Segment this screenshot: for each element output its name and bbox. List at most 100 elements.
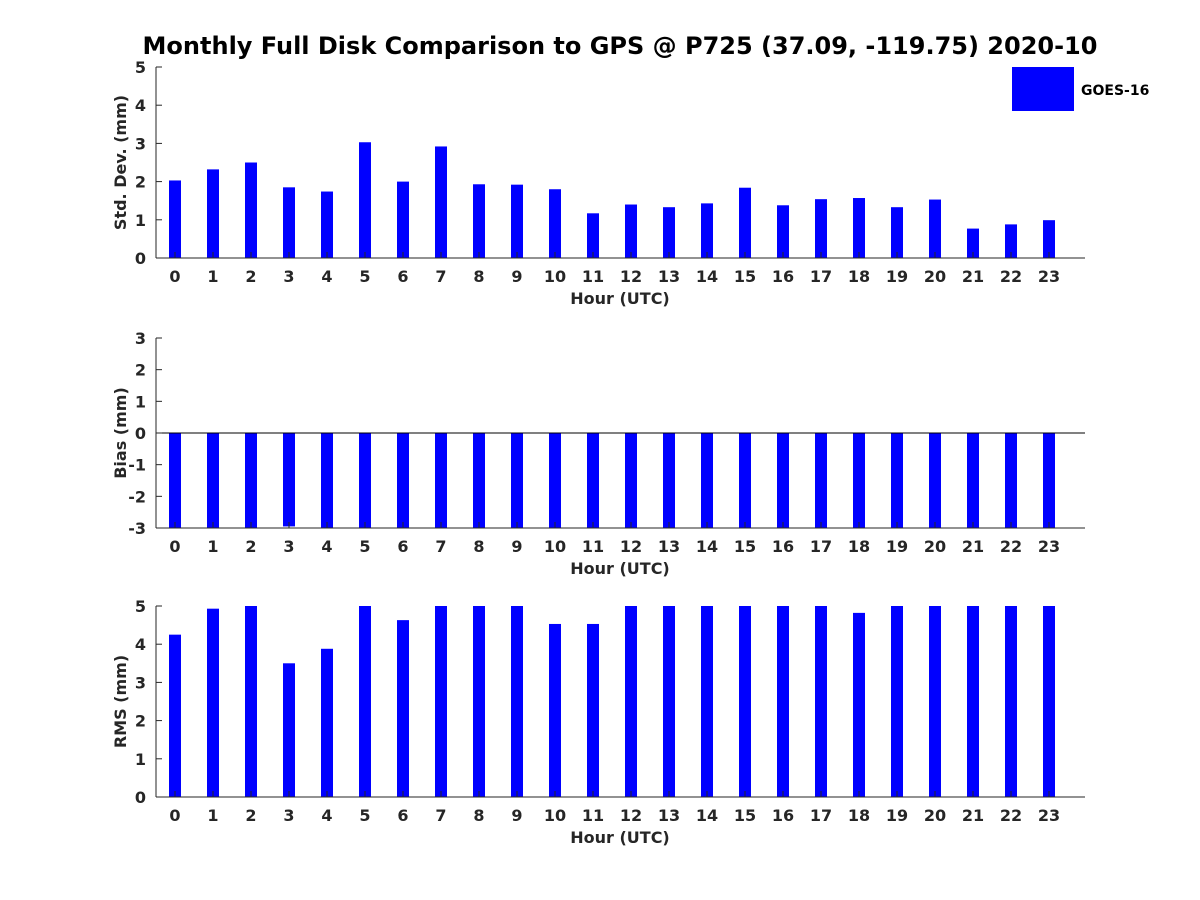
x-tick-label: 0 [169, 537, 180, 556]
bar-hour-15 [739, 187, 751, 258]
x-tick-label: 23 [1038, 267, 1060, 286]
x-tick-label: 16 [772, 537, 794, 556]
x-tick-label: 5 [359, 806, 370, 825]
x-tick-label: 6 [397, 537, 408, 556]
bar-hour-22 [1005, 606, 1017, 797]
bar-hour-4 [321, 433, 333, 528]
y-axis-label: Std. Dev. (mm) [111, 95, 130, 230]
x-tick-label: 14 [696, 267, 718, 286]
x-tick-label: 19 [886, 537, 908, 556]
y-tick-label: 5 [135, 597, 146, 616]
y-tick-label: 0 [135, 424, 146, 443]
bar-hour-23 [1043, 433, 1055, 528]
x-tick-label: 2 [245, 267, 256, 286]
y-tick-label: 0 [135, 788, 146, 807]
x-tick-label: 6 [397, 267, 408, 286]
legend: GOES-16 [1012, 67, 1149, 111]
x-tick-label: 0 [169, 806, 180, 825]
x-tick-label: 9 [511, 537, 522, 556]
bar-hour-2 [245, 162, 257, 258]
bar-hour-21 [967, 433, 979, 528]
bar-hour-0 [169, 634, 181, 797]
bar-hour-22 [1005, 433, 1017, 528]
bar-hour-10 [549, 433, 561, 528]
y-tick-label: -3 [128, 519, 146, 538]
bar-hour-20 [929, 433, 941, 528]
y-tick-label: -1 [128, 456, 146, 475]
x-tick-label: 22 [1000, 267, 1022, 286]
x-tick-label: 22 [1000, 806, 1022, 825]
x-tick-label: 1 [207, 537, 218, 556]
bar-hour-23 [1043, 606, 1055, 797]
bar-hour-0 [169, 433, 181, 528]
y-axis-label: RMS (mm) [111, 655, 130, 748]
bar-hour-16 [777, 606, 789, 797]
x-tick-label: 8 [473, 267, 484, 286]
bar-hour-1 [207, 608, 219, 797]
x-tick-label: 20 [924, 806, 946, 825]
bar-hour-22 [1005, 224, 1017, 258]
x-tick-label: 19 [886, 267, 908, 286]
bar-hour-7 [435, 433, 447, 528]
x-tick-label: 17 [810, 267, 832, 286]
bar-hour-10 [549, 189, 561, 258]
bar-hour-3 [283, 663, 295, 797]
bar-hour-17 [815, 433, 827, 528]
bar-hour-17 [815, 606, 827, 797]
y-tick-label: 2 [135, 712, 146, 731]
x-tick-label: 21 [962, 806, 984, 825]
bar-hour-7 [435, 606, 447, 797]
chart-title: Monthly Full Disk Comparison to GPS @ P7… [143, 32, 1098, 60]
y-tick-label: 4 [135, 635, 146, 654]
x-tick-label: 10 [544, 806, 566, 825]
bar-hour-14 [701, 606, 713, 797]
bar-hour-5 [359, 606, 371, 797]
x-tick-label: 4 [321, 267, 332, 286]
bar-hour-1 [207, 433, 219, 528]
x-tick-label: 12 [620, 537, 642, 556]
legend-label-goes-16: GOES-16 [1081, 83, 1149, 99]
bar-hour-19 [891, 433, 903, 528]
bar-hour-15 [739, 433, 751, 528]
x-tick-label: 10 [544, 267, 566, 286]
x-tick-label: 4 [321, 806, 332, 825]
y-axis-label: Bias (mm) [111, 387, 130, 479]
y-tick-label: 2 [135, 361, 146, 380]
x-axis-label: Hour (UTC) [570, 559, 670, 578]
bar-hour-17 [815, 199, 827, 258]
bar-hour-5 [359, 433, 371, 528]
x-tick-label: 14 [696, 806, 718, 825]
bar-hour-13 [663, 433, 675, 528]
x-tick-label: 13 [658, 806, 680, 825]
bar-hour-6 [397, 181, 409, 258]
bar-hour-1 [207, 169, 219, 258]
x-tick-label: 9 [511, 806, 522, 825]
x-tick-label: 3 [283, 806, 294, 825]
x-tick-label: 11 [582, 537, 604, 556]
bar-hour-14 [701, 203, 713, 258]
bar-hour-5 [359, 142, 371, 258]
x-tick-label: 21 [962, 537, 984, 556]
x-tick-label: 2 [245, 537, 256, 556]
x-tick-label: 17 [810, 537, 832, 556]
bar-hour-4 [321, 191, 333, 258]
bar-hour-19 [891, 207, 903, 258]
bar-hour-12 [625, 433, 637, 528]
bar-hour-12 [625, 606, 637, 797]
bar-hour-18 [853, 198, 865, 258]
x-tick-label: 1 [207, 267, 218, 286]
x-tick-label: 10 [544, 537, 566, 556]
x-tick-label: 11 [582, 267, 604, 286]
bar-hour-8 [473, 184, 485, 258]
bar-hour-2 [245, 433, 257, 528]
bar-hour-12 [625, 204, 637, 258]
x-tick-label: 4 [321, 537, 332, 556]
x-tick-label: 12 [620, 806, 642, 825]
y-tick-label: 0 [135, 249, 146, 268]
y-tick-label: 4 [135, 96, 146, 115]
bar-hour-0 [169, 180, 181, 258]
bar-hour-9 [511, 184, 523, 258]
